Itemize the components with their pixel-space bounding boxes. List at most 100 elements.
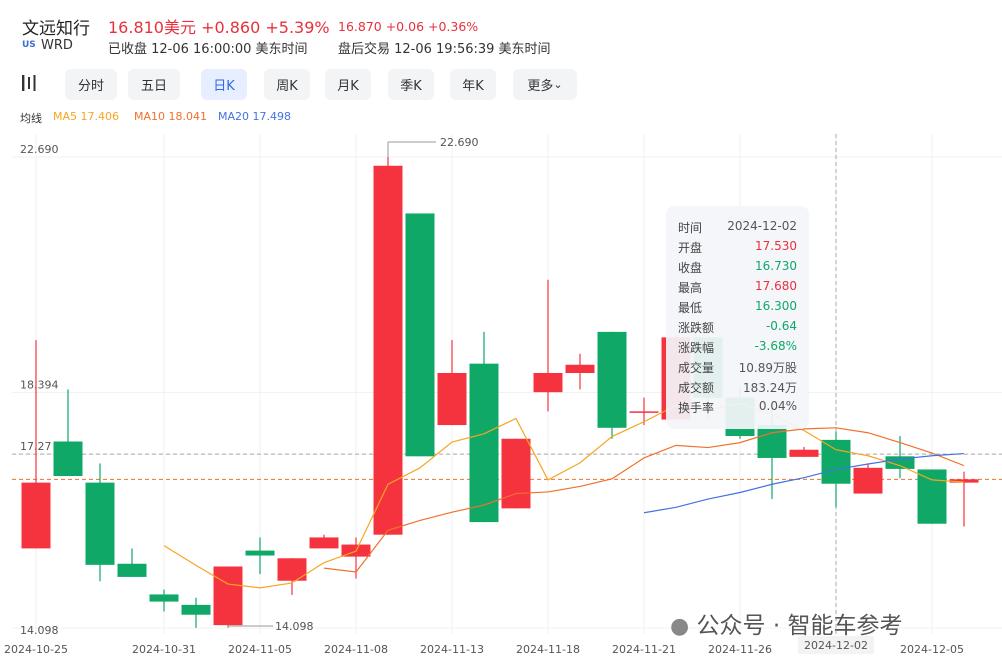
ticker-symbol: WRD: [41, 38, 73, 53]
chevron-down-icon: ⌄: [553, 78, 563, 91]
candle-body: [21, 482, 51, 549]
tooltip-value: 17.530: [755, 239, 797, 253]
candle-body: [181, 604, 211, 615]
x-tick-label: 2024-10-31: [132, 643, 196, 656]
x-tick-label: 2024-11-13: [420, 643, 484, 656]
x-tick-label: 2024-11-05: [228, 643, 292, 656]
candle-body: [213, 566, 243, 626]
tooltip-row: 开盘 17.530: [678, 239, 797, 259]
y-tick-label: 18.394: [20, 379, 59, 392]
tooltip-row: 成交量 10.89万股: [678, 359, 797, 379]
ma5-line: [163, 402, 965, 589]
candle-body: [85, 482, 115, 565]
x-tick-label: 2024-12-02: [804, 639, 868, 652]
candle-body: [821, 439, 851, 484]
tooltip-label: 涨跌幅: [678, 341, 715, 355]
tooltip-value: 183.24万: [743, 381, 797, 395]
candle-body: [789, 449, 819, 457]
tooltip-row: 成交额 183.24万: [678, 379, 797, 399]
candle-body: [949, 479, 979, 483]
max-price-label: 22.690: [440, 136, 479, 149]
candle-body: [853, 467, 883, 494]
tab-7[interactable]: 更多 ⌄: [513, 69, 577, 100]
tab-3[interactable]: 周K: [264, 69, 310, 100]
market-badge: US: [22, 40, 36, 50]
y-tick-label: 14.098: [20, 624, 59, 637]
tooltip-label: 成交量: [678, 361, 715, 375]
candle-body: [885, 456, 915, 469]
tooltip-value: 10.89万股: [738, 361, 797, 375]
candle-body: [917, 469, 947, 524]
y-tick-label: 22.690: [20, 143, 59, 156]
candle-body: [469, 363, 499, 523]
tooltip-value: -0.64: [765, 319, 797, 333]
x-tick-label: 2024-11-08: [324, 643, 388, 656]
tooltip-value: 2024-12-02: [727, 219, 797, 233]
tooltip-value: 17.680: [755, 279, 797, 293]
ma10-legend: MA10 18.041: [134, 110, 207, 123]
tooltip-label: 成交额: [678, 381, 715, 395]
tooltip-label: 最高: [678, 281, 703, 295]
tooltip-label: 涨跌额: [678, 321, 715, 335]
tab-1[interactable]: 五日: [128, 69, 180, 100]
tooltip-row: 涨跌额 -0.64: [678, 319, 797, 339]
tab-4[interactable]: 月K: [325, 69, 371, 100]
tooltip-row: 最高 17.680: [678, 279, 797, 299]
y-tick-label: 17.27: [20, 440, 52, 453]
candle-body: [149, 594, 179, 602]
tab-5[interactable]: 季K: [388, 69, 434, 100]
tooltip-value: 16.730: [755, 259, 797, 273]
tooltip-row: 换手率 0.04%: [678, 399, 797, 419]
candle-tooltip: 时间 2024-12-02 开盘 17.530 收盘 16.730 最高 17.680 最低 16…: [666, 206, 809, 429]
tooltip-label: 收盘: [678, 261, 703, 275]
tooltip-row: 收盘 16.730: [678, 259, 797, 279]
watermark: ● 公众号 · 智能车参考: [670, 613, 903, 639]
ma20-line: [643, 452, 965, 514]
candle-body: [565, 364, 595, 373]
ma-legend-label: 均线: [20, 112, 42, 125]
close-status: 已收盘 12-06 16:00:00 美东时间: [108, 42, 308, 57]
x-tick-label: 2024-11-26: [708, 643, 772, 656]
candle-body: [501, 438, 531, 509]
tab-0[interactable]: 分时: [65, 69, 117, 100]
price-change: 16.810美元 +0.860 +5.39%: [108, 18, 330, 37]
after-hours-price: 16.870 +0.06 +0.36%: [338, 19, 479, 34]
tooltip-value: -3.68%: [754, 339, 797, 353]
candle-body: [597, 331, 627, 428]
x-tick-label: 2024-12-05: [900, 643, 964, 656]
after-hours-status: 盘后交易 12-06 19:56:39 美东时间: [338, 42, 551, 57]
tooltip-row: 涨跌幅 -3.68%: [678, 339, 797, 359]
x-tick-label: 2024-11-18: [516, 643, 580, 656]
candle-body: [405, 213, 435, 457]
ma20-legend: MA20 17.498: [218, 110, 291, 123]
stock-name: 文远知行: [22, 19, 90, 39]
candlestick-icon[interactable]: [21, 73, 39, 93]
x-tick-label: 2024-10-25: [4, 643, 68, 656]
ma5-legend: MA5 17.406: [53, 110, 119, 123]
candle-body: [117, 563, 147, 577]
tooltip-label: 开盘: [678, 241, 703, 255]
candle-body: [277, 558, 307, 581]
x-tick-label: 2024-11-21: [612, 643, 676, 656]
candle-body: [245, 550, 275, 556]
tooltip-row: 最低 16.300: [678, 299, 797, 319]
ma10-line: [323, 427, 965, 573]
tooltip-row: 时间 2024-12-02: [678, 219, 797, 239]
tooltip-value: 0.04%: [758, 399, 797, 413]
candle-body: [53, 441, 83, 477]
tooltip-label: 最低: [678, 301, 703, 315]
tooltip-value: 16.300: [755, 299, 797, 313]
min-price-label: 14.098: [275, 620, 314, 633]
candle-body: [629, 411, 659, 413]
candle-body: [757, 425, 787, 458]
tab-2[interactable]: 日K: [201, 69, 247, 100]
tooltip-label: 换手率: [678, 401, 715, 415]
crosshair-date-box: [798, 636, 874, 654]
candle-body: [309, 537, 339, 549]
tooltip-label: 时间: [678, 221, 703, 235]
wechat-icon: ●: [670, 614, 690, 639]
candle-body: [373, 165, 403, 535]
tab-6[interactable]: 年K: [450, 69, 496, 100]
candle-body: [437, 372, 467, 426]
